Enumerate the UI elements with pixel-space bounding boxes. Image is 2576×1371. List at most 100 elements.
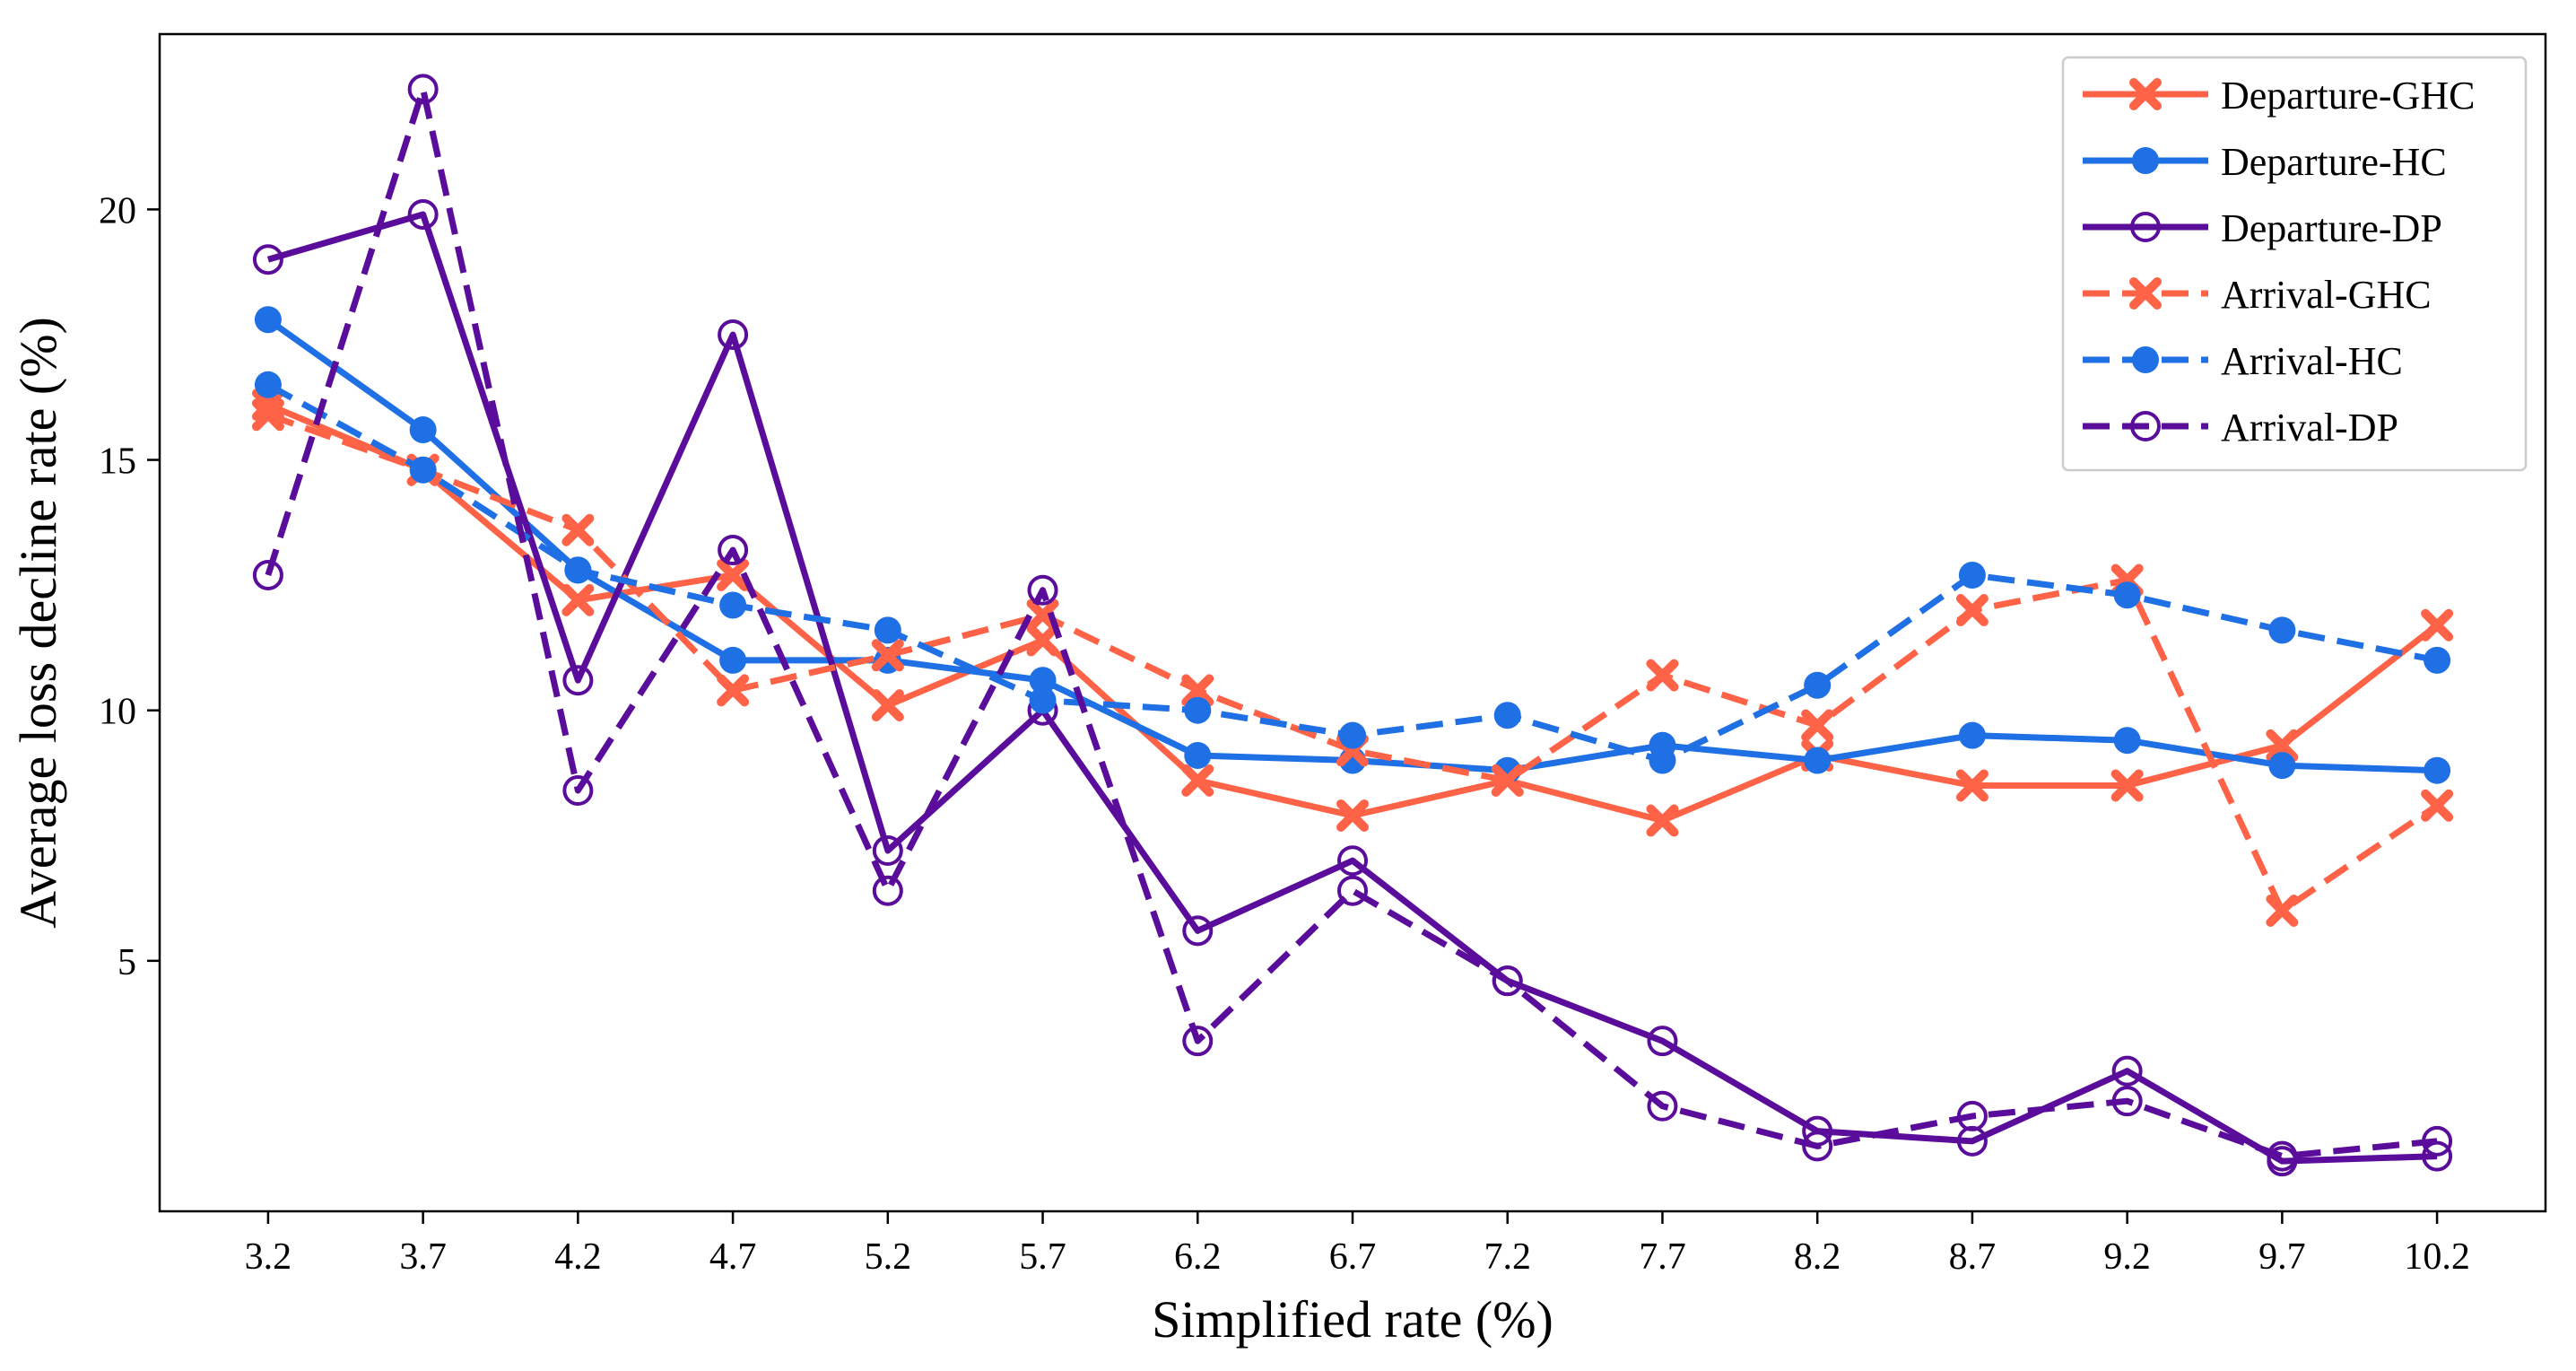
legend-item-arrival-dp: Arrival-DP	[2083, 406, 2398, 450]
data-point-departure-dp	[1337, 845, 1368, 877]
data-point-arrival-hc	[1804, 671, 1832, 699]
x-tick-label: 10.2	[2404, 1236, 2470, 1278]
data-point-arrival-dp	[2111, 1086, 2143, 1117]
legend: Departure-GHC Departure-HC Departure-DP Arr…	[2061, 56, 2528, 472]
data-point-departure-hc	[2268, 752, 2296, 780]
data-point-departure-dp	[718, 319, 749, 350]
legend-label-departure-ghc: Departure-GHC	[2221, 74, 2475, 118]
legend-marker-arrival-hc	[2132, 346, 2159, 373]
series-layer	[251, 74, 2454, 1177]
data-point-arrival-dp	[1802, 1131, 1833, 1162]
data-point-departure-ghc	[871, 689, 904, 722]
data-point-arrival-hc	[2268, 616, 2296, 644]
x-tick-label: 6.7	[1329, 1236, 1377, 1278]
data-point-arrival-ghc	[561, 513, 595, 546]
data-point-arrival-hc	[1339, 721, 1366, 749]
data-point-arrival-dp	[407, 74, 439, 105]
data-point-arrival-dp	[1337, 875, 1368, 906]
data-point-departure-hc	[2424, 756, 2451, 784]
data-point-arrival-dp	[718, 535, 749, 566]
data-point-arrival-hc	[1029, 686, 1057, 714]
data-point-departure-dp	[1956, 1125, 1988, 1157]
legend-item-arrival-ghc: Arrival-GHC	[2083, 273, 2432, 317]
data-point-arrival-dp	[1647, 1090, 1678, 1122]
data-point-departure-hc	[409, 416, 437, 444]
data-point-arrival-dp	[252, 559, 283, 590]
x-axis: 3.2 3.7 4.2 4.7 5.2 5.7 6.2 6.7 7.2 7.7 8.2 8.7 9.2 9…	[245, 1211, 2470, 1278]
data-point-arrival-dp	[1027, 574, 1058, 606]
data-point-departure-ghc	[1646, 804, 1679, 837]
x-tick-label: 8.2	[1794, 1236, 1841, 1278]
data-point-departure-hc	[1958, 721, 1986, 749]
legend-marker-departure-ghc	[2129, 78, 2162, 110]
data-point-departure-ghc	[2421, 608, 2454, 642]
x-tick-label: 3.2	[245, 1236, 292, 1278]
y-tick-label: 20	[99, 190, 136, 231]
legend-label-arrival-dp: Arrival-DP	[2221, 406, 2398, 450]
data-point-arrival-hc	[1493, 702, 1521, 729]
x-tick-label: 5.2	[865, 1236, 912, 1278]
y-tick-label: 15	[99, 441, 136, 483]
series-arrival-dp	[252, 74, 2453, 1172]
data-point-arrival-ghc	[1801, 709, 1834, 742]
data-point-arrival-hc	[409, 456, 437, 484]
data-point-arrival-ghc	[1181, 674, 1214, 707]
data-point-departure-dp	[1647, 1026, 1678, 1057]
data-point-arrival-dp	[872, 875, 903, 906]
x-tick-label: 3.7	[399, 1236, 447, 1278]
data-point-arrival-ghc	[717, 674, 750, 707]
data-point-arrival-dp	[2422, 1125, 2453, 1157]
x-tick-label: 5.7	[1019, 1236, 1066, 1278]
data-point-departure-ghc	[717, 558, 750, 591]
x-tick-label: 4.7	[709, 1236, 757, 1278]
data-point-arrival-hc	[2424, 646, 2451, 674]
data-point-departure-hc	[1804, 747, 1832, 774]
legend-item-departure-hc: Departure-HC	[2083, 140, 2447, 184]
data-point-departure-hc	[2113, 727, 2141, 755]
legend-label-departure-hc: Departure-HC	[2221, 140, 2447, 184]
data-point-arrival-ghc	[2266, 895, 2299, 928]
y-tick-label: 10	[99, 692, 136, 733]
legend-item-departure-ghc: Departure-GHC	[2083, 74, 2475, 118]
data-point-arrival-ghc	[1026, 598, 1059, 632]
legend-marker-departure-dp	[2130, 212, 2161, 242]
data-point-arrival-hc	[874, 616, 901, 644]
data-point-arrival-ghc	[1955, 594, 1989, 627]
legend-marker-arrival-ghc	[2129, 277, 2162, 310]
data-point-arrival-ghc	[1646, 659, 1679, 692]
data-point-departure-dp	[562, 665, 594, 696]
legend-item-departure-dp: Departure-DP	[2083, 206, 2442, 250]
x-axis-label: Simplified rate (%)	[1152, 1290, 1553, 1349]
data-point-departure-ghc	[561, 583, 595, 616]
legend-marker-arrival-dp	[2130, 411, 2161, 441]
data-point-departure-dp	[407, 198, 439, 230]
data-point-arrival-dp	[1492, 965, 1523, 997]
series-arrival-hc	[254, 371, 2451, 774]
data-point-arrival-hc	[1649, 747, 1676, 774]
legend-label-arrival-ghc: Arrival-GHC	[2221, 273, 2432, 317]
x-tick-label: 4.2	[554, 1236, 602, 1278]
data-point-departure-dp	[252, 244, 283, 275]
data-point-departure-ghc	[2266, 729, 2299, 762]
data-point-arrival-ghc	[2421, 789, 2454, 822]
data-point-arrival-dp	[562, 775, 594, 807]
data-point-departure-ghc	[1181, 764, 1214, 797]
x-tick-label: 9.2	[2103, 1236, 2151, 1278]
data-point-arrival-ghc	[871, 639, 904, 672]
data-point-arrival-dp	[1956, 1100, 1988, 1131]
data-point-arrival-hc	[564, 556, 592, 584]
data-point-arrival-dp	[1182, 1026, 1214, 1057]
data-point-departure-hc	[719, 646, 747, 674]
data-point-arrival-hc	[1184, 696, 1212, 724]
data-point-arrival-ghc	[251, 398, 284, 432]
data-point-departure-hc	[1029, 667, 1057, 694]
series-line-departure-dp	[266, 211, 2438, 1165]
data-point-arrival-dp	[2267, 1140, 2298, 1172]
data-point-departure-dp	[1182, 915, 1214, 947]
series-line-arrival-dp	[265, 85, 2438, 1160]
x-tick-label: 7.2	[1484, 1236, 1531, 1278]
data-point-departure-hc	[1184, 741, 1212, 769]
legend-label-departure-dp: Departure-DP	[2221, 206, 2442, 250]
